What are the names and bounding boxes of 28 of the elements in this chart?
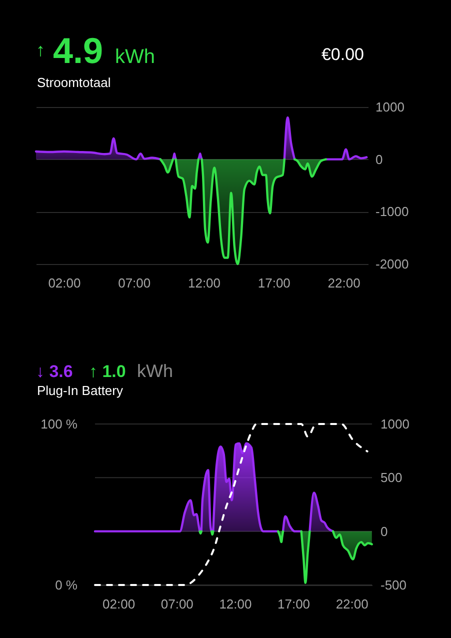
x-tick-label: 02:00 <box>48 276 81 290</box>
y-tick-label: 100 % <box>40 416 78 432</box>
text: 4.9 <box>53 30 104 71</box>
y2-tick-label: 500 <box>380 470 402 486</box>
x-tick-label: 07:00 <box>160 596 194 612</box>
x-tick-label: 12:00 <box>219 596 252 612</box>
text: ↑ <box>36 40 45 60</box>
line-series <box>94 423 368 586</box>
y-tick-label: 1000 <box>376 100 404 114</box>
y-tick-label: -2000 <box>376 256 409 272</box>
text: ↑ 1.0 <box>89 362 126 381</box>
text: kWh <box>115 46 155 68</box>
text: ↓ 3.6 <box>36 362 73 381</box>
y2-tick-label: -500 <box>380 578 407 592</box>
text: kWh <box>137 361 173 381</box>
x-tick-label: 17:00 <box>278 596 310 612</box>
chart-title: Stroomtotaal <box>37 75 111 90</box>
y-tick-label: -1000 <box>376 204 409 220</box>
y-tick-label: 0 <box>376 152 383 167</box>
y-tick-label: 0 % <box>55 578 78 592</box>
text: €0.00 <box>321 45 364 64</box>
x-tick-label: 07:00 <box>118 276 151 290</box>
x-tick-label: 02:00 <box>102 596 136 612</box>
x-tick-label: 12:00 <box>188 276 221 290</box>
x-tick-label: 22:00 <box>336 596 368 612</box>
x-tick-label: 22:00 <box>328 276 360 290</box>
x-tick-label: 17:00 <box>258 276 290 290</box>
chart-title: Plug-In Battery <box>37 383 124 398</box>
